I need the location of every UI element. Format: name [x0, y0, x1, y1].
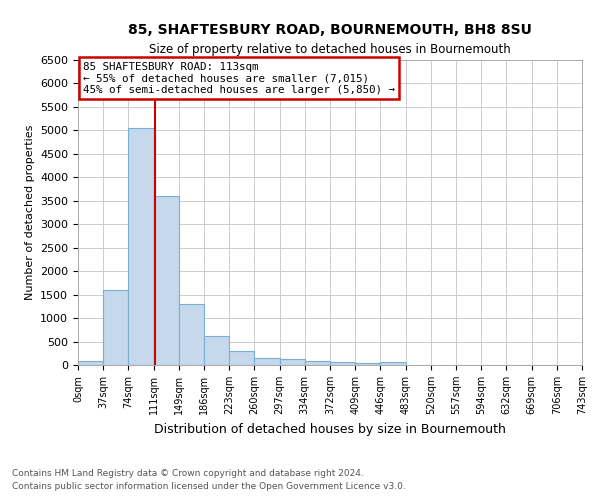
Bar	[380, 362, 406, 365]
Bar	[229, 351, 254, 365]
Text: 85, SHAFTESBURY ROAD, BOURNEMOUTH, BH8 8SU: 85, SHAFTESBURY ROAD, BOURNEMOUTH, BH8 8…	[128, 22, 532, 36]
Bar	[78, 362, 103, 365]
Bar	[204, 336, 229, 365]
Bar	[179, 304, 204, 365]
X-axis label: Distribution of detached houses by size in Bournemouth: Distribution of detached houses by size …	[154, 422, 506, 436]
Text: Size of property relative to detached houses in Bournemouth: Size of property relative to detached ho…	[149, 42, 511, 56]
Y-axis label: Number of detached properties: Number of detached properties	[25, 125, 35, 300]
Bar	[305, 361, 330, 365]
Text: Contains HM Land Registry data © Crown copyright and database right 2024.: Contains HM Land Registry data © Crown c…	[12, 469, 364, 478]
Bar	[103, 290, 128, 365]
Bar	[128, 128, 154, 365]
Bar	[330, 362, 355, 365]
Text: Contains public sector information licensed under the Open Government Licence v3: Contains public sector information licen…	[12, 482, 406, 491]
Text: 85 SHAFTESBURY ROAD: 113sqm
← 55% of detached houses are smaller (7,015)
45% of : 85 SHAFTESBURY ROAD: 113sqm ← 55% of det…	[83, 62, 395, 94]
Bar	[154, 196, 179, 365]
Bar	[355, 362, 380, 365]
Bar	[254, 358, 280, 365]
Bar	[280, 359, 305, 365]
